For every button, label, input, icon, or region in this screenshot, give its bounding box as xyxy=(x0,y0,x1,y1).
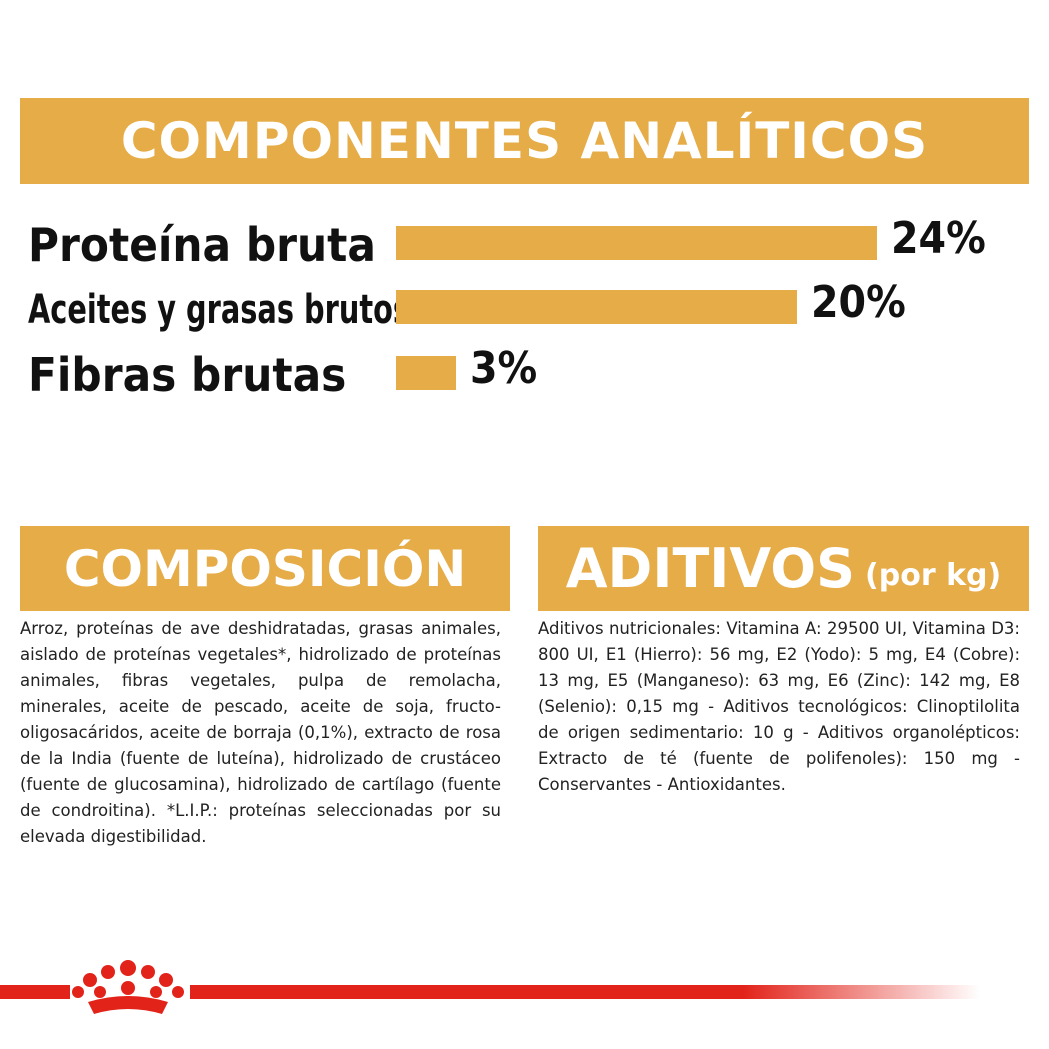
red-line xyxy=(0,985,70,999)
bar xyxy=(396,356,457,390)
red-line-fade xyxy=(190,985,980,999)
composicion-band: COMPOSICIÓN xyxy=(20,526,510,611)
footer-logo xyxy=(0,960,980,1014)
value-label: 20% xyxy=(810,277,906,328)
header-band: COMPONENTES ANALÍTICOS xyxy=(20,98,1029,184)
aditivos-text: Aditivos nutricionales: Vitamina A: 2950… xyxy=(538,619,1020,794)
header-title: COMPONENTES ANALÍTICOS xyxy=(120,112,929,170)
crown xyxy=(72,960,184,1014)
value-label: 3% xyxy=(470,343,538,394)
composicion-title: COMPOSICIÓN xyxy=(63,539,467,598)
aditivos-title: ADITIVOS xyxy=(565,537,856,600)
composicion-text: Arroz, proteínas de ave deshidratadas, g… xyxy=(20,619,501,846)
value-label: 24% xyxy=(891,213,986,264)
category-label: Proteína bruta xyxy=(28,218,376,272)
aditivos-unit: (por kg) xyxy=(865,558,1002,593)
bar xyxy=(396,290,797,324)
bar xyxy=(396,226,877,260)
category-label: Aceites y grasas brutos xyxy=(28,287,411,333)
aditivos-band: ADITIVOS (por kg) xyxy=(538,526,1029,611)
category-label: Fibras brutas xyxy=(28,348,347,402)
